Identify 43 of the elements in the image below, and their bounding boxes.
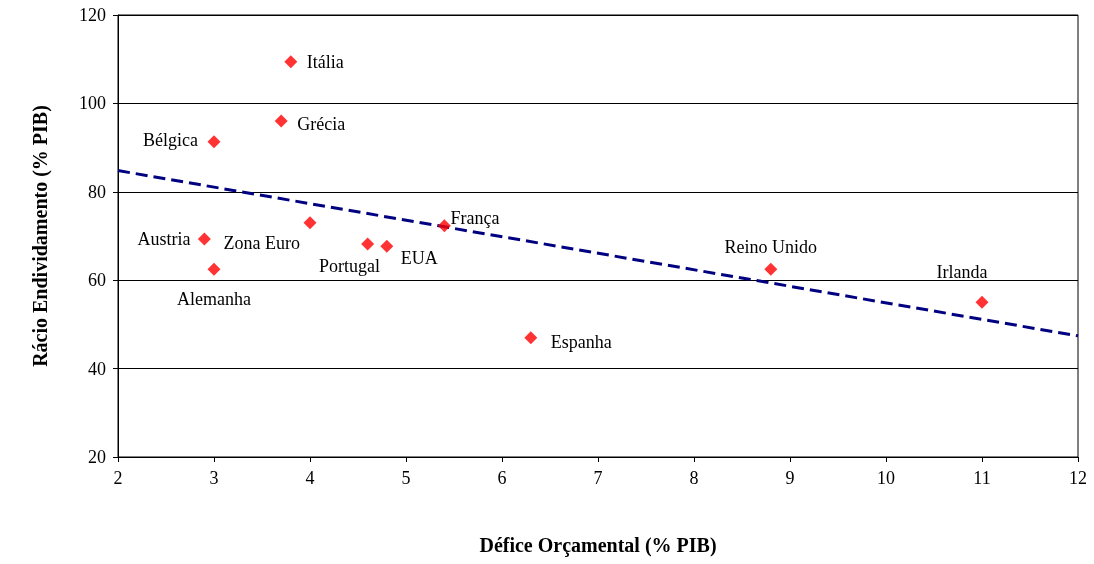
y-tick-label: 60 <box>88 270 106 291</box>
annotation: Portugal <box>319 255 381 276</box>
annotation: Itália <box>306 51 344 72</box>
y-tick-label: 80 <box>88 181 106 202</box>
point <box>207 262 221 276</box>
x-tick-label: 4 <box>305 468 315 488</box>
annotation: Zona Euro <box>223 232 300 253</box>
point <box>274 114 288 128</box>
x-tick-label: 8 <box>689 468 699 488</box>
y-tick-label: 120 <box>79 5 106 25</box>
annotation: Reino Unido <box>724 237 818 258</box>
point <box>975 295 989 309</box>
y-axis-title: Rácio Endividamento (% PIB) <box>29 105 52 367</box>
annotation: Irlanda <box>936 262 988 283</box>
x-tick-label: 9 <box>785 468 795 488</box>
point <box>380 239 394 253</box>
annotation: EUA <box>400 248 438 269</box>
y-tick-label: 40 <box>88 358 106 379</box>
y-tick-label: 100 <box>79 93 106 114</box>
point <box>197 232 211 246</box>
point <box>361 237 375 251</box>
point <box>284 55 298 69</box>
x-tick-label: 10 <box>877 468 895 488</box>
annotation: Bélgica <box>143 129 198 150</box>
x-tick-label: 12 <box>1069 468 1087 488</box>
point <box>764 262 778 276</box>
point <box>207 135 221 149</box>
x-axis-title: Défice Orçamental (% PIB) <box>479 534 717 557</box>
x-tick-label: 6 <box>497 468 507 488</box>
x-tick-label: 3 <box>209 468 219 488</box>
point <box>303 216 317 230</box>
x-tick-label: 2 <box>113 468 123 488</box>
annotation: Grécia <box>297 114 346 135</box>
annotation: Espanha <box>550 331 612 352</box>
x-tick-label: 11 <box>973 468 991 488</box>
annotation: França <box>450 207 500 228</box>
point <box>437 219 451 233</box>
x-tick-label: 7 <box>593 468 603 488</box>
y-tick-label: 20 <box>88 447 106 467</box>
annotation: Austria <box>137 229 191 250</box>
point <box>524 331 538 345</box>
x-tick-label: 5 <box>401 468 411 488</box>
annotation: Alemanha <box>177 289 251 310</box>
